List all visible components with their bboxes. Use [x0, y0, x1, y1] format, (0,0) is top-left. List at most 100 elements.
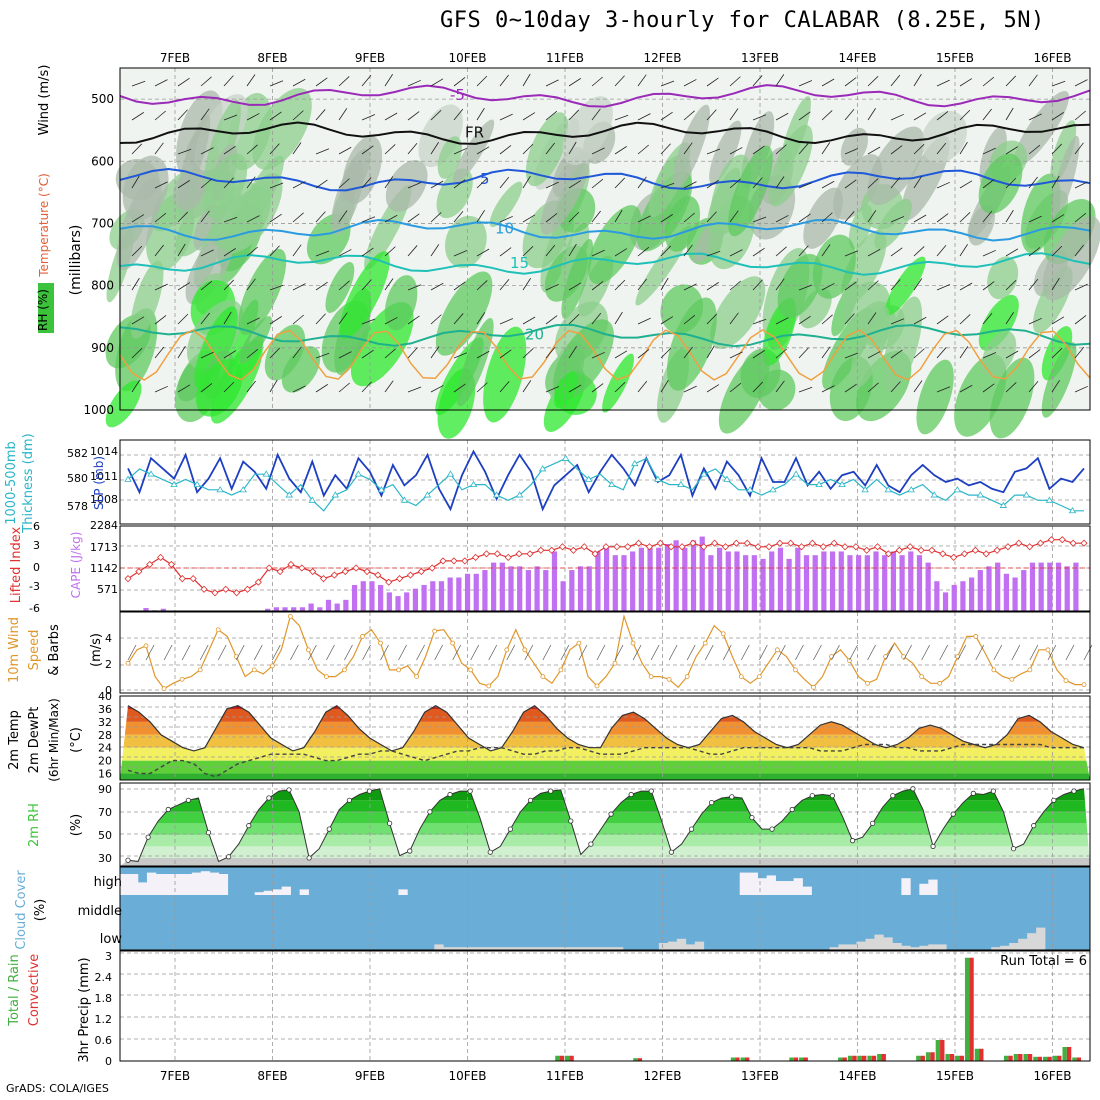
wind-point: [666, 676, 672, 682]
wind-barb: [1074, 315, 1087, 325]
cape-ytick-1142: 1142: [90, 562, 118, 575]
wind-barb-10m: [470, 644, 480, 661]
precip-total-bar: [955, 1055, 960, 1061]
thickness-point: [677, 480, 685, 488]
li-point: [1026, 543, 1034, 551]
wind-barb: [591, 108, 601, 121]
wind-barb: [775, 144, 787, 155]
wind-barb: [568, 313, 580, 325]
wind-barb: [338, 351, 352, 359]
li-point: [167, 560, 176, 569]
cape-bar: [803, 555, 810, 611]
precip-convective-bar: [1018, 1054, 1023, 1061]
li-ytick--6: -6: [29, 602, 40, 615]
slp-ytick-1014: 1014: [90, 445, 118, 458]
cloud-low-bar: [1018, 938, 1028, 950]
wind-barb: [384, 348, 396, 359]
isotherm-label--5: -5: [450, 86, 465, 104]
wind-barb: [1051, 143, 1063, 155]
cloud-low-bar: [506, 947, 516, 950]
cape-bar: [1055, 562, 1062, 611]
cape-bar: [499, 562, 505, 611]
rh-legend-swatch: [38, 283, 54, 333]
wind-barb-10m: [1065, 644, 1075, 661]
wind-barb: [982, 108, 992, 121]
thickness-point: [1022, 491, 1031, 498]
li-point: [515, 550, 523, 558]
li-ytick--3: -3: [29, 580, 40, 593]
wind-barb: [637, 349, 650, 359]
precip-total-bar: [1003, 1055, 1009, 1061]
wind-barb: [522, 112, 536, 121]
cloud-low-bar: [587, 947, 597, 950]
wind-barb: [453, 352, 468, 359]
wind-point: [305, 647, 311, 653]
wind-barb: [1051, 316, 1065, 325]
precip-convective-bar: [637, 1058, 643, 1061]
cloud-low-bar: [596, 947, 606, 950]
precip-convective-bar: [1027, 1054, 1033, 1061]
thickness-point: [884, 486, 892, 493]
x-tick-top-16FEB: 16FEB: [1034, 51, 1072, 65]
rh-ytick-50: 50: [98, 829, 112, 842]
wind-barb: [867, 382, 879, 393]
rh-shade: [978, 294, 1019, 351]
wind-barb-10m: [759, 644, 768, 661]
wind-barb: [430, 212, 442, 223]
li-point: [656, 539, 664, 547]
wind-barb: [200, 312, 210, 325]
rh-point: [729, 794, 735, 800]
wind-barb: [407, 111, 420, 121]
wind-barb-10m: [813, 644, 822, 661]
li-point: [341, 567, 349, 576]
cape-bar: [1073, 562, 1079, 611]
wind-barb-10m: [650, 644, 660, 661]
wind-barb: [752, 177, 763, 189]
x-tick-top-7FEB: 7FEB: [160, 51, 190, 65]
thickness-point: [907, 486, 915, 493]
wind-barb: [568, 346, 577, 359]
rh-shade: [562, 96, 613, 166]
cloud-high-bar: [766, 875, 776, 895]
wind-barb: [775, 215, 789, 223]
thickness-point: [469, 480, 478, 488]
wind-barb: [729, 312, 739, 325]
cape-bar: [638, 547, 644, 611]
wind-barb: [154, 181, 168, 189]
wind-barb: [568, 384, 582, 393]
wind-barb: [867, 248, 881, 257]
wind-barb: [890, 247, 903, 257]
wind-barb: [637, 278, 647, 291]
cape-bar: [404, 592, 410, 611]
cape-bar: [786, 558, 792, 611]
precip-convective-bar: [959, 1055, 964, 1061]
wind-barb: [706, 250, 721, 257]
wind-point: [973, 634, 979, 639]
wind-barb: [407, 347, 418, 359]
wind-point: [324, 674, 329, 680]
wind-barb: [269, 143, 280, 155]
rh-point: [769, 826, 775, 832]
wind-barb: [752, 145, 765, 155]
x-tick-bottom-13FEB: 13FEB: [741, 1069, 779, 1083]
wind-point: [450, 640, 456, 646]
wind-barb: [798, 213, 811, 223]
cloud-low-bar: [515, 947, 525, 950]
cape-bar: [1003, 573, 1009, 611]
li-point: [428, 564, 436, 572]
cloud-low-bar: [452, 947, 462, 950]
cape-bar: [473, 573, 479, 611]
wind-barb: [177, 148, 192, 155]
wind-barb: [775, 176, 785, 189]
wind-barb: [637, 113, 651, 121]
wind-barb: [430, 346, 440, 359]
cloud-ytick-middle: middle: [78, 904, 122, 919]
temp-frame: [119, 695, 1091, 781]
wind-barb: [568, 243, 577, 257]
wind-barb: [982, 352, 997, 359]
wind-barb: [407, 213, 420, 223]
rh-shade: [982, 330, 1017, 377]
cape-bar: [690, 540, 697, 611]
rh-point: [427, 809, 433, 815]
wind-barb: [1051, 80, 1066, 87]
